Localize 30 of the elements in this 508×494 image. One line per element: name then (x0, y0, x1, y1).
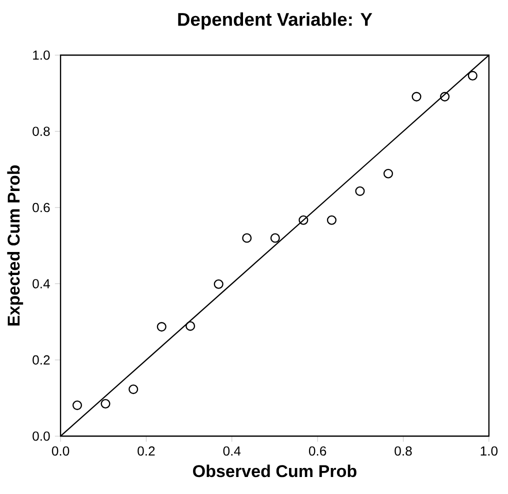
point (383, 168, 394, 178)
point (270, 233, 280, 243)
point (298, 215, 308, 225)
point (72, 400, 82, 410)
point (156, 322, 166, 332)
y-tick-label: 1.0 (33, 50, 50, 60)
y-tick-label: 0.4 (32, 279, 50, 288)
x-tick-label: 0.0 (52, 446, 70, 456)
x-tick-label: 0.8 (394, 446, 412, 456)
point (214, 279, 224, 289)
y-tick-label: 0.2 (32, 355, 50, 365)
point (355, 186, 365, 196)
x-tick-label: 1.0 (480, 446, 498, 456)
x-tick-label: 0.6 (308, 446, 326, 456)
point (440, 92, 450, 102)
y-axis-title: Expected Cum Prob (7, 165, 24, 326)
x-tick-label: 0.4 (223, 446, 241, 456)
point (186, 321, 196, 331)
point (100, 398, 110, 409)
x-axis-title: Observed Cum Prob (193, 464, 356, 478)
point (468, 70, 478, 80)
point (412, 92, 422, 102)
x-tick-label: 0.2 (138, 446, 155, 456)
chart-title: Dependent Variable: Y (178, 12, 372, 30)
point (128, 384, 138, 394)
point (326, 215, 336, 225)
y-tick-label: 0.8 (32, 126, 50, 136)
y-tick-label: 0.6 (32, 202, 50, 212)
point (242, 233, 252, 243)
y-tick-label: 0.0 (32, 431, 50, 441)
